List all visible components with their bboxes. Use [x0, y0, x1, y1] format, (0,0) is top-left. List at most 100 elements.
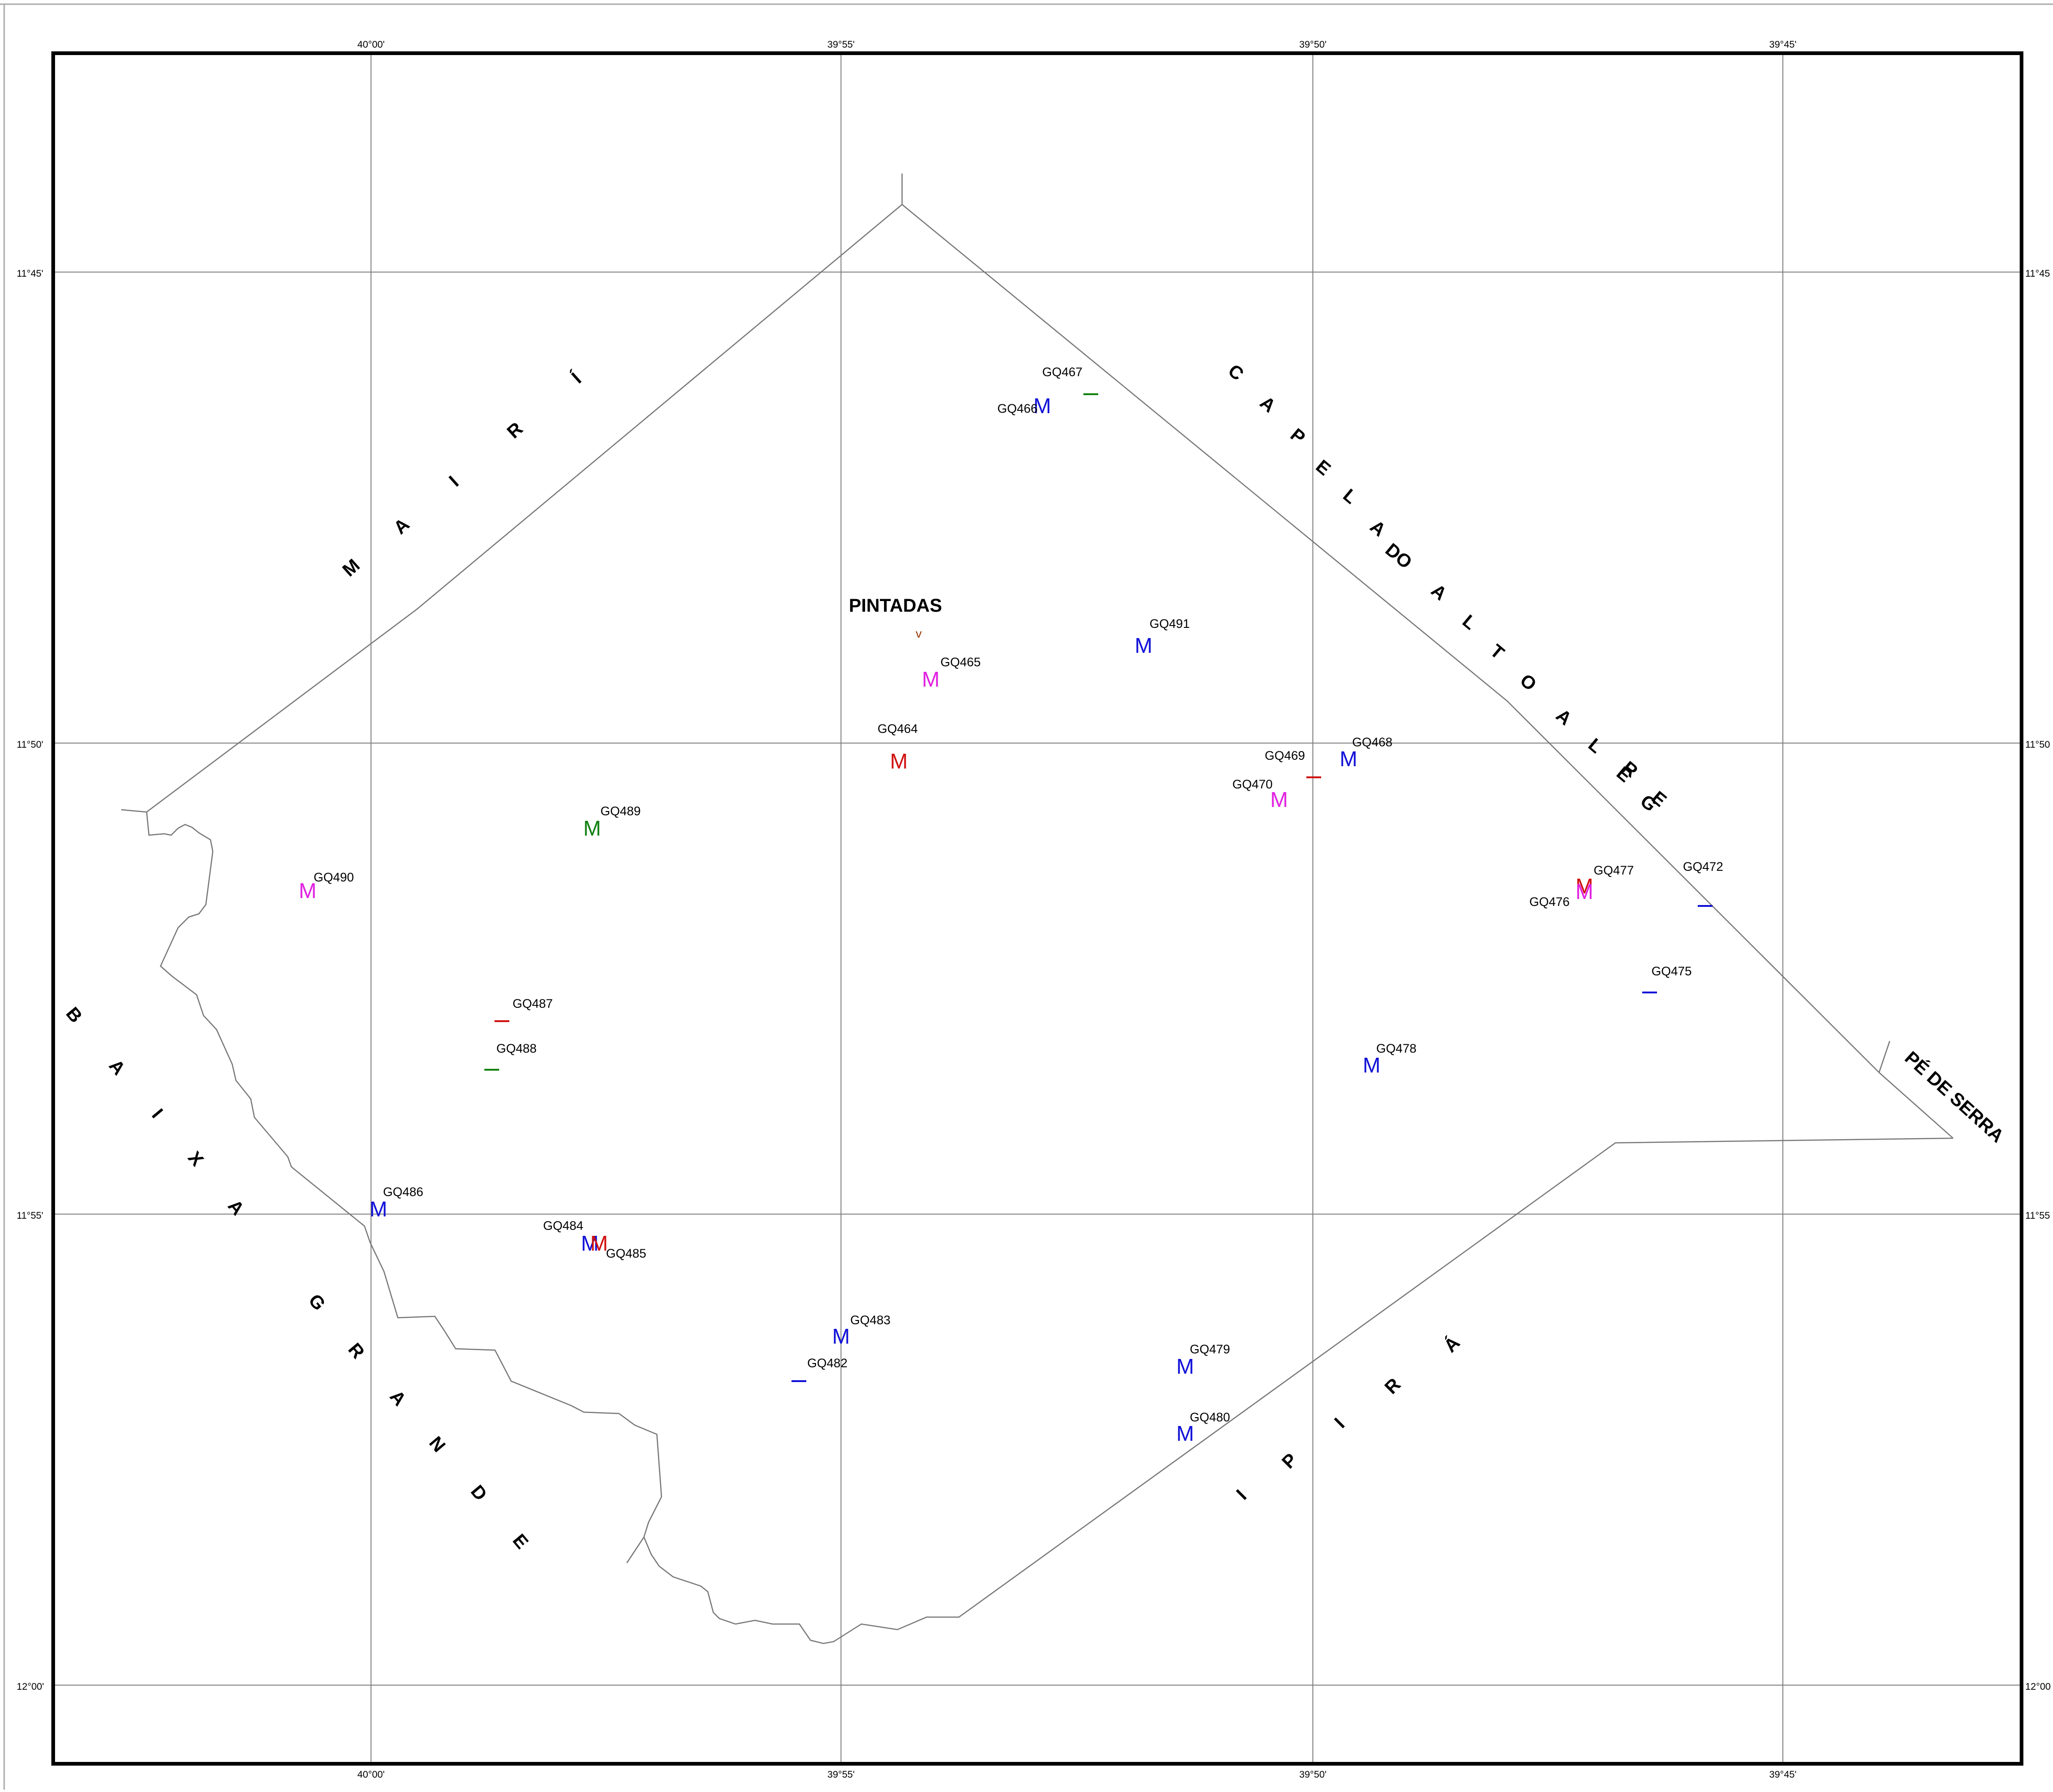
sample-id-label: GQ466 — [997, 402, 1038, 415]
sample-marker-m-icon: M — [590, 1231, 608, 1255]
sample-point: GQ487 — [495, 997, 553, 1021]
sample-id-label: GQ489 — [600, 804, 641, 818]
lon-label-bottom-40-00: 40°00' — [357, 1769, 384, 1780]
sample-id-label: GQ479 — [1190, 1342, 1230, 1356]
sample-id-label: GQ486 — [383, 1185, 423, 1199]
sample-point: M GQ464 — [878, 722, 918, 773]
sample-marker-m-icon: M — [832, 1324, 850, 1348]
region-mairi-letter: R — [503, 418, 527, 442]
lat-label-left-11-55: 11°55' — [17, 1210, 43, 1221]
region-baixa-grande-letter: B — [62, 1003, 86, 1026]
region-baixa-grande-letter: R — [344, 1339, 368, 1362]
sample-id-label: GQ484 — [543, 1219, 583, 1233]
sample-id-label: GQ482 — [807, 1356, 847, 1370]
sample-id-label: GQ490 — [314, 870, 354, 884]
sample-id-label: GQ475 — [1651, 964, 1692, 978]
region-ipira-letter: P — [1278, 1450, 1301, 1473]
sample-id-label: GQ488 — [496, 1042, 537, 1055]
lon-label-top-39-45: 39°45' — [1769, 39, 1796, 50]
region-pe-de-serra: PÉ DE SERRA — [1901, 1047, 2008, 1147]
town-marker-icon: v — [916, 626, 922, 640]
sample-point: MGQ476 — [1529, 880, 1593, 909]
region-capela-letter: A — [1552, 705, 1575, 729]
region-mairi-letter: I — [445, 472, 463, 490]
sample-marker-m-icon: M — [1176, 1421, 1194, 1445]
region-baixa-grande: B A I X A G R A N D E — [62, 1003, 532, 1553]
region-capela-letter: P — [1286, 425, 1309, 448]
sample-marker-m-icon: M — [1363, 1053, 1380, 1077]
sample-point: GQ488 — [484, 1042, 537, 1070]
region-mairi-letter: M — [339, 555, 364, 581]
sample-point: GQ475 — [1642, 964, 1692, 992]
region-mairi: M A I R Í — [339, 368, 586, 581]
region-labels: M A I R Í C A P E L A DO A L T O A L E G… — [62, 360, 2008, 1553]
lat-label-left-11-45: 11°45' — [17, 268, 43, 279]
sample-id-label: GQ465 — [940, 655, 981, 669]
region-baixa-grande-letter: X — [184, 1147, 208, 1170]
sample-id-label: GQ485 — [606, 1246, 646, 1260]
sample-id-label: GQ464 — [878, 722, 918, 736]
sample-marker-m-icon: M — [370, 1197, 387, 1221]
region-capela-letter: C — [1224, 360, 1247, 384]
sample-marker-m-icon: M — [890, 749, 908, 773]
sample-marker-m-icon: M — [1135, 633, 1152, 657]
sample-point: GQ467 — [1042, 365, 1098, 394]
lon-label-top-39-50: 39°50' — [1299, 39, 1326, 50]
sample-point: GQ482 — [792, 1356, 847, 1381]
boundary-pe-de-serra — [1879, 1041, 1890, 1073]
sample-marker-m-icon: M — [583, 816, 601, 840]
sample-id-label: GQ467 — [1042, 365, 1082, 379]
sample-id-label: GQ491 — [1150, 617, 1190, 631]
lat-label-right-12-00: 12°00 — [2025, 1681, 2051, 1692]
sample-id-label: GQ470 — [1232, 777, 1273, 791]
sample-marker-m-icon: M — [1340, 747, 1357, 771]
sample-marker-m-icon: M — [1176, 1354, 1194, 1378]
region-capela-letter: DO — [1381, 539, 1416, 573]
region-baixa-grande-letter: A — [386, 1386, 410, 1409]
region-baixa-grande-letter: G — [304, 1290, 329, 1315]
sample-id-label: GQ469 — [1265, 749, 1305, 763]
lat-label-left-11-50: 11°50' — [17, 739, 43, 750]
region-capela-do-alto-alegre: C A P E L A DO A L T O A L E G RE — [1224, 360, 1670, 816]
sample-id-label: GQ468 — [1352, 735, 1392, 749]
region-baixa-grande-letter: D — [467, 1481, 491, 1504]
sample-marker-m-icon: M — [922, 667, 940, 691]
town-name: PINTADAS — [849, 595, 942, 616]
region-capela-letter: L — [1459, 611, 1480, 633]
region-mairi-letter: A — [390, 514, 414, 538]
region-baixa-grande-letter: A — [224, 1196, 248, 1219]
lat-label-right-11-50: 11°50 — [2025, 739, 2050, 750]
region-capela-letter: A — [1427, 580, 1450, 604]
sample-id-label: GQ472 — [1683, 860, 1723, 874]
sample-id-label: GQ478 — [1376, 1042, 1416, 1055]
boundary-south-west — [121, 810, 662, 1537]
region-capela-letter: A — [1366, 516, 1389, 540]
sample-point: MGQ490 — [299, 870, 354, 903]
lat-label-right-11-55: 11°55 — [2025, 1210, 2050, 1221]
graticule — [53, 53, 2022, 1764]
town-pintadas: PINTADAS v — [849, 595, 942, 640]
region-capela-letter: O — [1516, 670, 1540, 695]
region-baixa-grande-letter: N — [425, 1432, 449, 1456]
sample-id-label: GQ480 — [1190, 1410, 1230, 1424]
map-frame — [53, 53, 2022, 1764]
region-capela-letter: A — [1256, 392, 1279, 416]
sample-points: GQ467MGQ466MGQ491MGQ465MGQ464MGQ468GQ469… — [299, 365, 1723, 1445]
sample-marker-m-icon: M — [1270, 787, 1288, 812]
region-ipira-letter: Á — [1440, 1332, 1464, 1356]
lon-label-bottom-39-50: 39°50' — [1299, 1769, 1326, 1780]
region-baixa-grande-letter: A — [105, 1055, 129, 1079]
sample-id-label: GQ476 — [1529, 895, 1570, 909]
boundary-north-west — [147, 205, 1953, 1138]
lon-label-bottom-39-55: 39°55' — [827, 1769, 854, 1780]
sample-id-label: GQ477 — [1594, 863, 1634, 877]
lon-label-top-40-00: 40°00' — [357, 39, 384, 50]
sample-point: MGQ485 — [590, 1231, 646, 1260]
sample-point: M GQ491 — [1135, 617, 1190, 657]
